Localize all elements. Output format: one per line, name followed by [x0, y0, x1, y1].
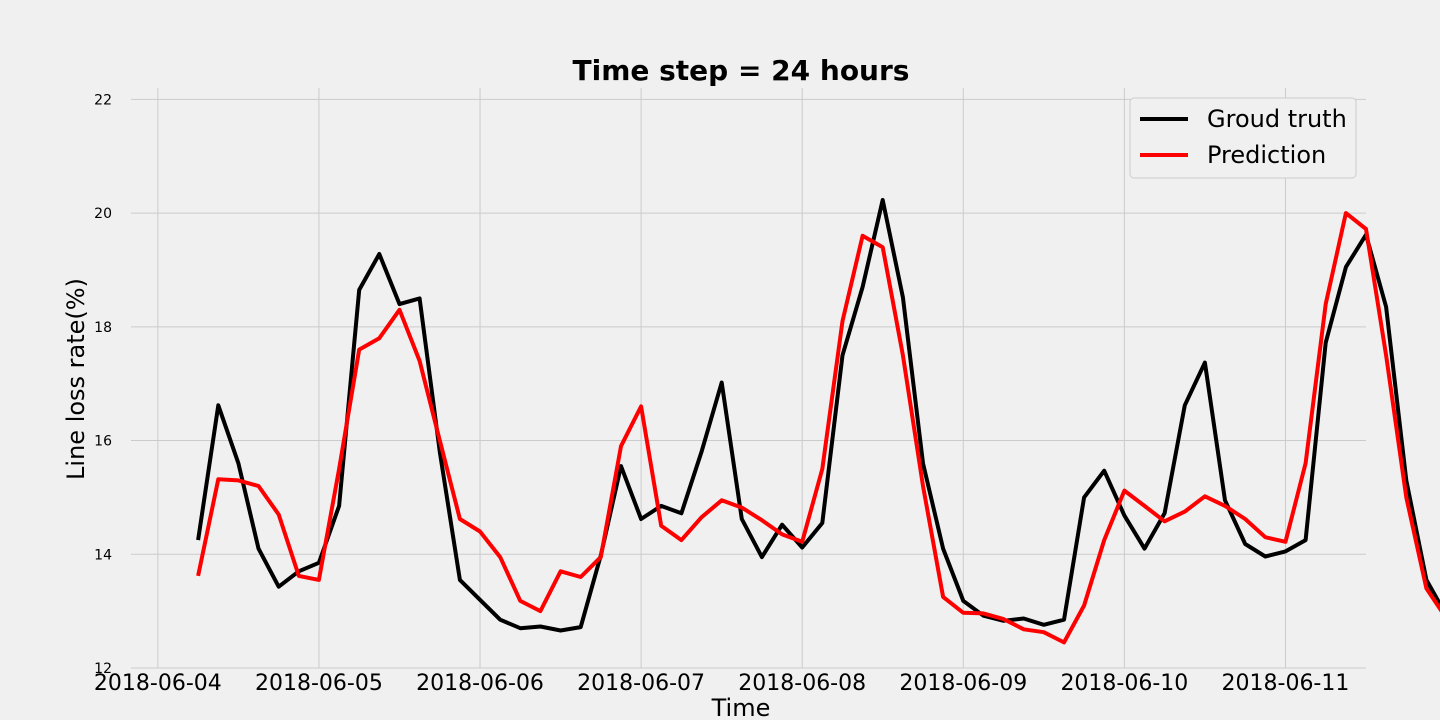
y-axis-label: Line loss rate(%) [62, 278, 90, 480]
x-tick-label: 2018-06-06 [416, 671, 544, 696]
y-tick-label: 12 [94, 661, 112, 677]
x-tick-label: 2018-06-11 [1222, 671, 1350, 696]
x-tick-label: 2018-06-09 [899, 671, 1027, 696]
x-axis-label: Time [711, 694, 771, 720]
y-tick-label: 18 [94, 320, 112, 336]
legend: Groud truth Prediction [1129, 97, 1357, 179]
series-layer [196, 198, 1440, 645]
y-tick-label: 14 [94, 547, 112, 563]
chart-title: Time step = 24 hours [573, 54, 910, 87]
legend-label-prediction: Prediction [1207, 141, 1326, 169]
series-line-groud-truth [196, 198, 1440, 633]
series-line-prediction [196, 211, 1440, 645]
y-tick-label: 22 [94, 92, 112, 108]
y-tick-label: 16 [94, 434, 112, 450]
x-tick-label: 2018-06-04 [94, 671, 222, 696]
x-tick-label: 2018-06-10 [1060, 671, 1188, 696]
tick-labels: 2018-06-04 2018-06-05 2018-06-06 2018-06-07… [94, 92, 1349, 696]
y-tick-label: 20 [94, 206, 112, 222]
x-tick-label: 2018-06-08 [738, 671, 866, 696]
x-tick-label: 2018-06-05 [255, 671, 383, 696]
legend-label-groud-truth: Groud truth [1207, 105, 1347, 133]
x-tick-label: 2018-06-07 [577, 671, 705, 696]
